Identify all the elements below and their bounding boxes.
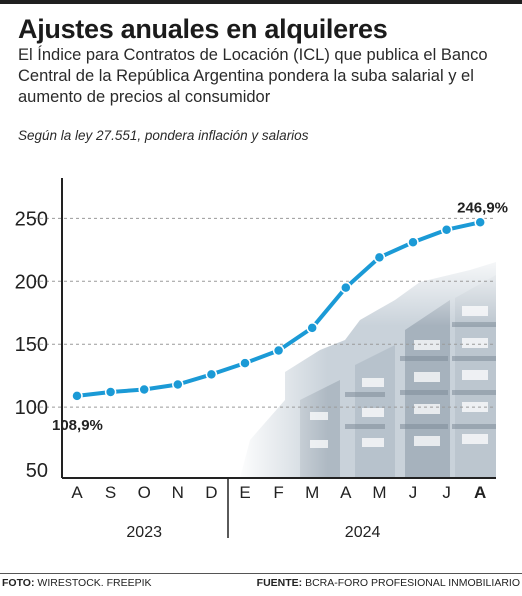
year-label-2023: 2023 (126, 524, 162, 541)
x-tick-10: J (409, 483, 418, 502)
data-point-4 (205, 368, 218, 381)
y-tick-labels: 50 100 150 200 250 (15, 208, 48, 482)
x-tick-4: D (205, 483, 217, 502)
data-label-0: 108,9% (52, 417, 103, 434)
data-points (71, 216, 486, 402)
data-point-8 (340, 281, 352, 294)
data-point-7 (306, 322, 318, 334)
x-tick-5: E (239, 483, 250, 502)
x-tick-0: A (71, 483, 83, 502)
chart-subtitle: El Índice para Contratos de Locación (IC… (18, 46, 488, 106)
photo-credit-text: WIRESTOCK. FREEPIK (37, 577, 152, 589)
data-labels: 108,9% 246,9% (52, 199, 508, 434)
grid-lines (34, 217, 496, 408)
year-labels: 2023 2024 (126, 524, 380, 541)
data-point-3 (172, 378, 184, 391)
data-label-12: 246,9% (457, 199, 508, 216)
data-point-11 (440, 223, 453, 236)
x-tick-2: O (138, 483, 151, 502)
source-credit: FUENTE: BCRA-FORO PROFESIONAL INMOBILIAR… (257, 577, 520, 589)
x-tick-7: M (305, 483, 319, 502)
x-tick-9: M (372, 483, 386, 502)
footer-rule (0, 573, 522, 574)
data-point-12 (474, 216, 486, 229)
photo-credit: FOTO: WIRESTOCK. FREEPIK (2, 577, 152, 589)
data-point-10 (407, 236, 419, 249)
photo-credit-label: FOTO: (2, 577, 35, 589)
x-tick-3: N (172, 483, 184, 502)
x-tick-11: J (442, 483, 451, 502)
year-label-2024: 2024 (345, 524, 381, 541)
x-tick-12: A (474, 483, 486, 502)
chart-note: Según la ley 27.551, pondera inflación y… (18, 128, 309, 143)
data-point-1 (104, 386, 117, 398)
chart-title: Ajustes anuales en alquileres (18, 14, 388, 44)
data-point-6 (272, 344, 285, 357)
line-chart: 50 100 150 200 250 A S O N D E F M A M J J A 108,9% 246,9… (15, 178, 508, 541)
y-tick-250: 250 (15, 208, 48, 230)
y-tick-150: 150 (15, 334, 48, 356)
data-point-0 (71, 390, 83, 402)
data-point-9 (373, 251, 386, 264)
source-credit-label: FUENTE: (256, 577, 303, 589)
x-tick-8: A (340, 483, 352, 502)
y-tick-50: 50 (26, 460, 48, 482)
x-tick-1: S (105, 483, 116, 502)
y-tick-100: 100 (15, 397, 48, 419)
top-rule (0, 0, 522, 4)
y-tick-200: 200 (15, 271, 48, 293)
data-point-2 (138, 383, 150, 396)
buildings-photo (236, 260, 498, 480)
source-credit-text: BCRA-FORO PROFESIONAL INMOBILIARIO (305, 577, 520, 589)
data-point-5 (239, 357, 251, 369)
x-tick-6: F (273, 483, 283, 502)
